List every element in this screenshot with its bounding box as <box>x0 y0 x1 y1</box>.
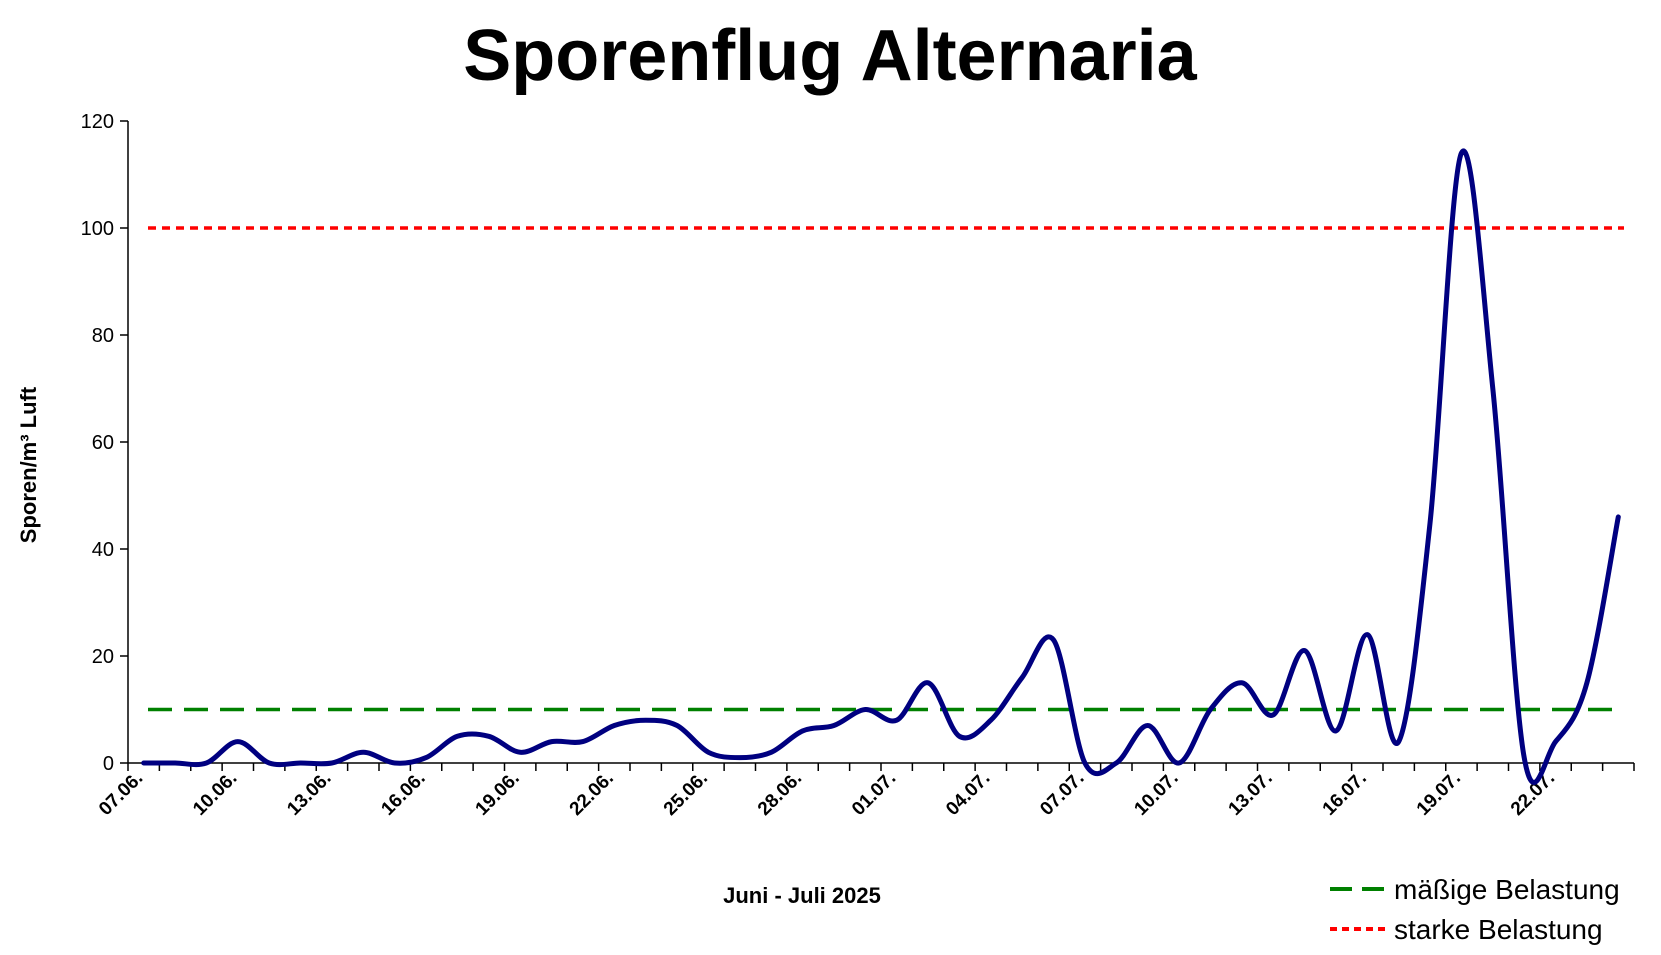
x-tick-label: 01.07. <box>848 768 900 820</box>
reference-lines <box>148 226 1624 712</box>
x-tick-label: 25.06. <box>660 768 712 820</box>
data-point <box>582 741 583 742</box>
y-tick-label: 80 <box>92 325 114 347</box>
data-point <box>457 736 458 737</box>
data-point <box>865 709 866 710</box>
data-point <box>1335 730 1336 731</box>
data-point <box>645 720 646 721</box>
x-tick-label: 04.07. <box>942 768 994 820</box>
x-tick-label: 16.07. <box>1319 768 1371 820</box>
data-point <box>896 720 897 721</box>
data-point <box>1084 763 1085 764</box>
data-point <box>833 725 834 726</box>
data-point <box>1586 682 1587 683</box>
data-point <box>739 757 740 758</box>
plot-area <box>141 148 1621 785</box>
data-point <box>802 730 803 731</box>
data-point <box>1241 682 1242 683</box>
data-point <box>1273 714 1274 715</box>
chart-title: Sporenflug Alternaria <box>463 16 1197 96</box>
x-tick-label: 07.07. <box>1036 768 1088 820</box>
y-tick-label: 0 <box>103 753 114 775</box>
series-line <box>141 148 1621 785</box>
data-point <box>1524 757 1525 758</box>
data-point <box>1053 639 1054 640</box>
data-point <box>1179 763 1180 764</box>
data-point <box>1492 388 1493 389</box>
legend-label-strong: starke Belastung <box>1394 914 1603 945</box>
data-point <box>990 720 991 721</box>
data-point <box>959 736 960 737</box>
x-tick-label: 13.06. <box>283 768 335 820</box>
data-point <box>1210 709 1211 710</box>
data-point <box>1147 725 1148 726</box>
data-point <box>928 682 929 683</box>
data-point <box>175 763 176 764</box>
data-point <box>1116 763 1117 764</box>
data-point <box>1618 516 1619 517</box>
x-tick-label: 19.06. <box>472 768 524 820</box>
data-point <box>331 763 332 764</box>
data-point <box>300 763 301 764</box>
data-point <box>269 763 270 764</box>
data-point <box>708 752 709 753</box>
y-axis: 0 20 40 60 80 100 120 <box>81 111 129 775</box>
y-tick-label: 100 <box>81 218 114 240</box>
data-point <box>1430 522 1431 523</box>
x-tick-label: 28.06. <box>754 768 806 820</box>
data-point <box>1461 153 1462 154</box>
y-axis-label: Sporen/m³ Luft <box>16 386 41 543</box>
data-point <box>1555 741 1556 742</box>
y-tick-label: 60 <box>92 432 114 454</box>
legend-label-moderate: mäßige Belastung <box>1394 874 1620 905</box>
y-tick-label: 20 <box>92 646 114 668</box>
y-tick-label: 40 <box>92 539 114 561</box>
data-point <box>237 741 238 742</box>
legend: mäßige Belastung starke Belastung <box>1330 874 1620 945</box>
data-point <box>614 725 615 726</box>
x-tick-label: 10.07. <box>1130 768 1182 820</box>
x-axis-label: Juni - Juli 2025 <box>723 883 881 908</box>
data-point <box>143 763 144 764</box>
x-tick-label: 19.07. <box>1413 768 1465 820</box>
data-point <box>1367 634 1368 635</box>
x-tick-label: 22.06. <box>566 768 618 820</box>
x-tick-label: 16.06. <box>377 768 429 820</box>
y-tick-label: 120 <box>81 111 114 133</box>
data-point <box>426 757 427 758</box>
x-tick-label: 22.07. <box>1507 768 1559 820</box>
data-point <box>677 725 678 726</box>
data-point <box>551 741 552 742</box>
data-point <box>488 736 489 737</box>
x-tick-label: 13.07. <box>1225 768 1277 820</box>
x-tick-label: 10.06. <box>189 768 241 820</box>
data-point <box>1022 677 1023 678</box>
data-point <box>394 763 395 764</box>
data-point <box>1304 650 1305 651</box>
data-point <box>771 752 772 753</box>
x-tick-label: 07.06. <box>95 768 147 820</box>
data-point <box>206 763 207 764</box>
x-axis: 07.06. 10.06. 13.06. 16.06. 19.06. 22.06. 25.0… <box>95 762 1635 820</box>
data-point <box>520 752 521 753</box>
data-point <box>363 752 364 753</box>
data-point <box>1398 741 1399 742</box>
